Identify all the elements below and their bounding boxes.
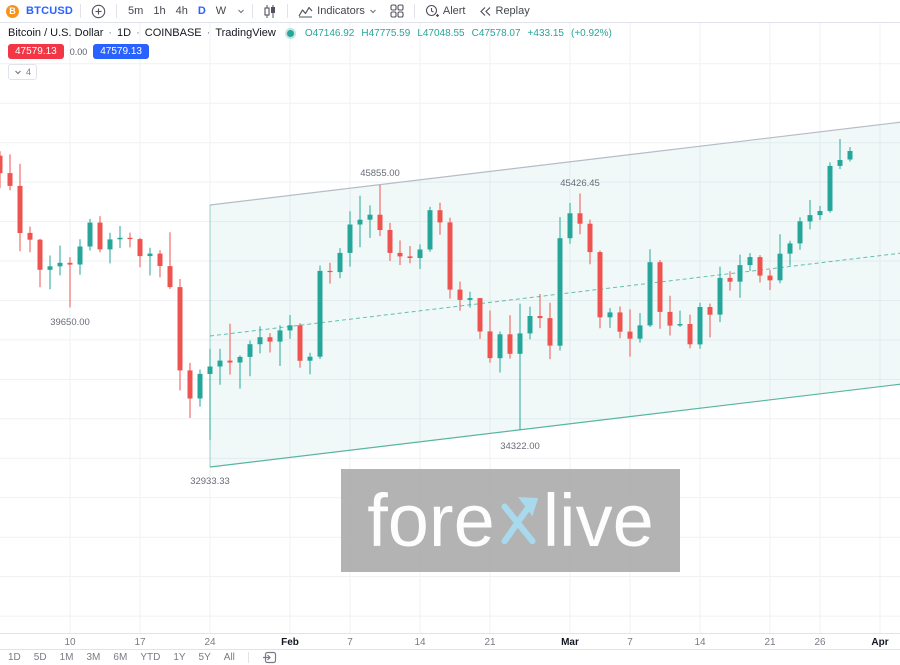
sell-price-badge[interactable]: 47579.13 <box>8 44 64 59</box>
date-range-toolbar: 1D 5D 1M 3M 6M YTD 1Y 5Y All <box>0 649 900 665</box>
alert-clock-icon <box>425 4 439 18</box>
svg-text:39650.00: 39650.00 <box>50 317 90 328</box>
chevron-down-icon <box>369 7 377 15</box>
bid-ask-row: 47579.13 0.00 47579.13 <box>8 44 612 59</box>
alert-button[interactable]: Alert <box>422 2 469 20</box>
range-ytd[interactable]: YTD <box>140 652 161 663</box>
time-tick-Apr: Apr <box>871 637 889 648</box>
range-1d[interactable]: 1D <box>8 652 21 663</box>
candlestick-series <box>0 139 853 440</box>
separator-dot: · <box>136 27 140 39</box>
time-tick-17: 17 <box>134 637 146 648</box>
compare-add-symbol-button[interactable] <box>88 2 109 21</box>
svg-text:45855.00: 45855.00 <box>360 168 400 179</box>
replay-rewind-icon <box>479 6 492 17</box>
ohlc-item: L47048.55 <box>417 27 465 39</box>
time-tick-14: 14 <box>694 637 706 648</box>
indicators-label: Indicators <box>317 5 365 17</box>
divider <box>80 4 82 18</box>
time-tick-21: 21 <box>764 637 776 648</box>
chart-style-candles-button[interactable] <box>260 2 280 21</box>
divider <box>247 652 249 663</box>
time-tick-7: 7 <box>627 637 633 648</box>
time-tick-10: 10 <box>64 637 76 648</box>
symbol-description-row[interactable]: Bitcoin / U.S. Dollar · 1D · COINBASE · … <box>8 27 612 39</box>
replay-button[interactable]: Replay <box>476 3 533 19</box>
time-tick-Feb: Feb <box>281 637 299 648</box>
spread-value: 0.00 <box>69 46 88 57</box>
alert-label: Alert <box>442 5 466 17</box>
object-tree-count: 4 <box>26 67 32 77</box>
chart-legend: Bitcoin / U.S. Dollar · 1D · COINBASE · … <box>8 27 612 81</box>
range-5y[interactable]: 5Y <box>198 652 211 663</box>
time-tick-14: 14 <box>414 637 426 648</box>
chevron-down-icon[interactable] <box>237 7 245 15</box>
range-buttons: 1D 5D 1M 3M 6M YTD 1Y 5Y All <box>8 652 235 663</box>
range-all[interactable]: All <box>223 652 235 663</box>
range-3m[interactable]: 3M <box>86 652 101 663</box>
interval-4h[interactable]: 4h <box>175 5 188 17</box>
svg-text:34322.00: 34322.00 <box>500 441 540 452</box>
goto-date-button[interactable] <box>262 651 277 664</box>
range-1y[interactable]: 1Y <box>173 652 186 663</box>
interval-1h[interactable]: 1h <box>153 5 166 17</box>
buy-price-badge[interactable]: 47579.13 <box>93 44 149 59</box>
interval-D[interactable]: D <box>197 5 206 17</box>
price-chart[interactable]: 45855.00 45426.45 39650.00 34322.00 32933.33 <box>0 0 900 633</box>
svg-text:45426.45: 45426.45 <box>560 178 600 189</box>
trend-channel[interactable] <box>209 121 900 468</box>
separator-dot: · <box>108 27 113 39</box>
symbol-title: Bitcoin / U.S. Dollar <box>8 27 104 39</box>
layout-grid-button[interactable] <box>387 2 407 20</box>
ohlc-values: O47146.92 H47775.59 L47048.55 C47578.07 +433… <box>305 28 612 39</box>
range-1m[interactable]: 1M <box>59 652 74 663</box>
range-5d[interactable]: 5D <box>33 652 47 663</box>
symbol-exchange: COINBASE <box>144 27 202 39</box>
replay-label: Replay <box>495 5 530 17</box>
divider <box>252 4 254 18</box>
time-tick-24: 24 <box>204 637 216 648</box>
time-tick-Mar: Mar <box>561 637 579 648</box>
time-tick-7: 7 <box>347 637 353 648</box>
symbol-button[interactable]: BTCUSD <box>26 5 74 17</box>
interval-switcher: 5m 1h 4h D W <box>124 4 230 18</box>
market-status-dot[interactable] <box>286 29 294 37</box>
interval-W[interactable]: W <box>215 5 227 17</box>
ohlc-item: O47146.92 <box>304 27 355 39</box>
indicators-icon <box>298 5 313 18</box>
ohlc-item: C47578.07 <box>471 27 521 39</box>
time-tick-21: 21 <box>484 637 496 648</box>
bitcoin-logo-icon: B <box>6 4 19 18</box>
time-axis[interactable]: 10 17 24 Feb 7 14 21 Mar 7 14 21 26 Apr <box>0 633 900 650</box>
separator-dot: · <box>206 27 211 39</box>
top-toolbar: B BTCUSD 5m 1h 4h D W Indicators <box>0 0 900 23</box>
symbol-provider: TradingView <box>215 27 276 39</box>
object-tree-toggle[interactable]: 4 <box>8 64 38 80</box>
divider <box>287 4 289 18</box>
time-tick-26: 26 <box>814 637 826 648</box>
indicators-button[interactable]: Indicators <box>295 3 380 20</box>
ohlc-item: (+0.92%) <box>570 27 612 39</box>
svg-text:32933.33: 32933.33 <box>190 476 230 487</box>
ohlc-item: H47775.59 <box>361 27 411 39</box>
price-annotations: 45855.00 45426.45 39650.00 34322.00 32933.33 <box>50 168 600 487</box>
range-6m[interactable]: 6M <box>113 652 128 663</box>
chevron-down-icon <box>15 70 21 75</box>
interval-5m[interactable]: 5m <box>128 5 144 17</box>
symbol-interval: 1D <box>117 27 132 39</box>
divider <box>413 4 415 18</box>
divider <box>116 4 118 18</box>
ohlc-item: +433.15 <box>527 27 564 39</box>
